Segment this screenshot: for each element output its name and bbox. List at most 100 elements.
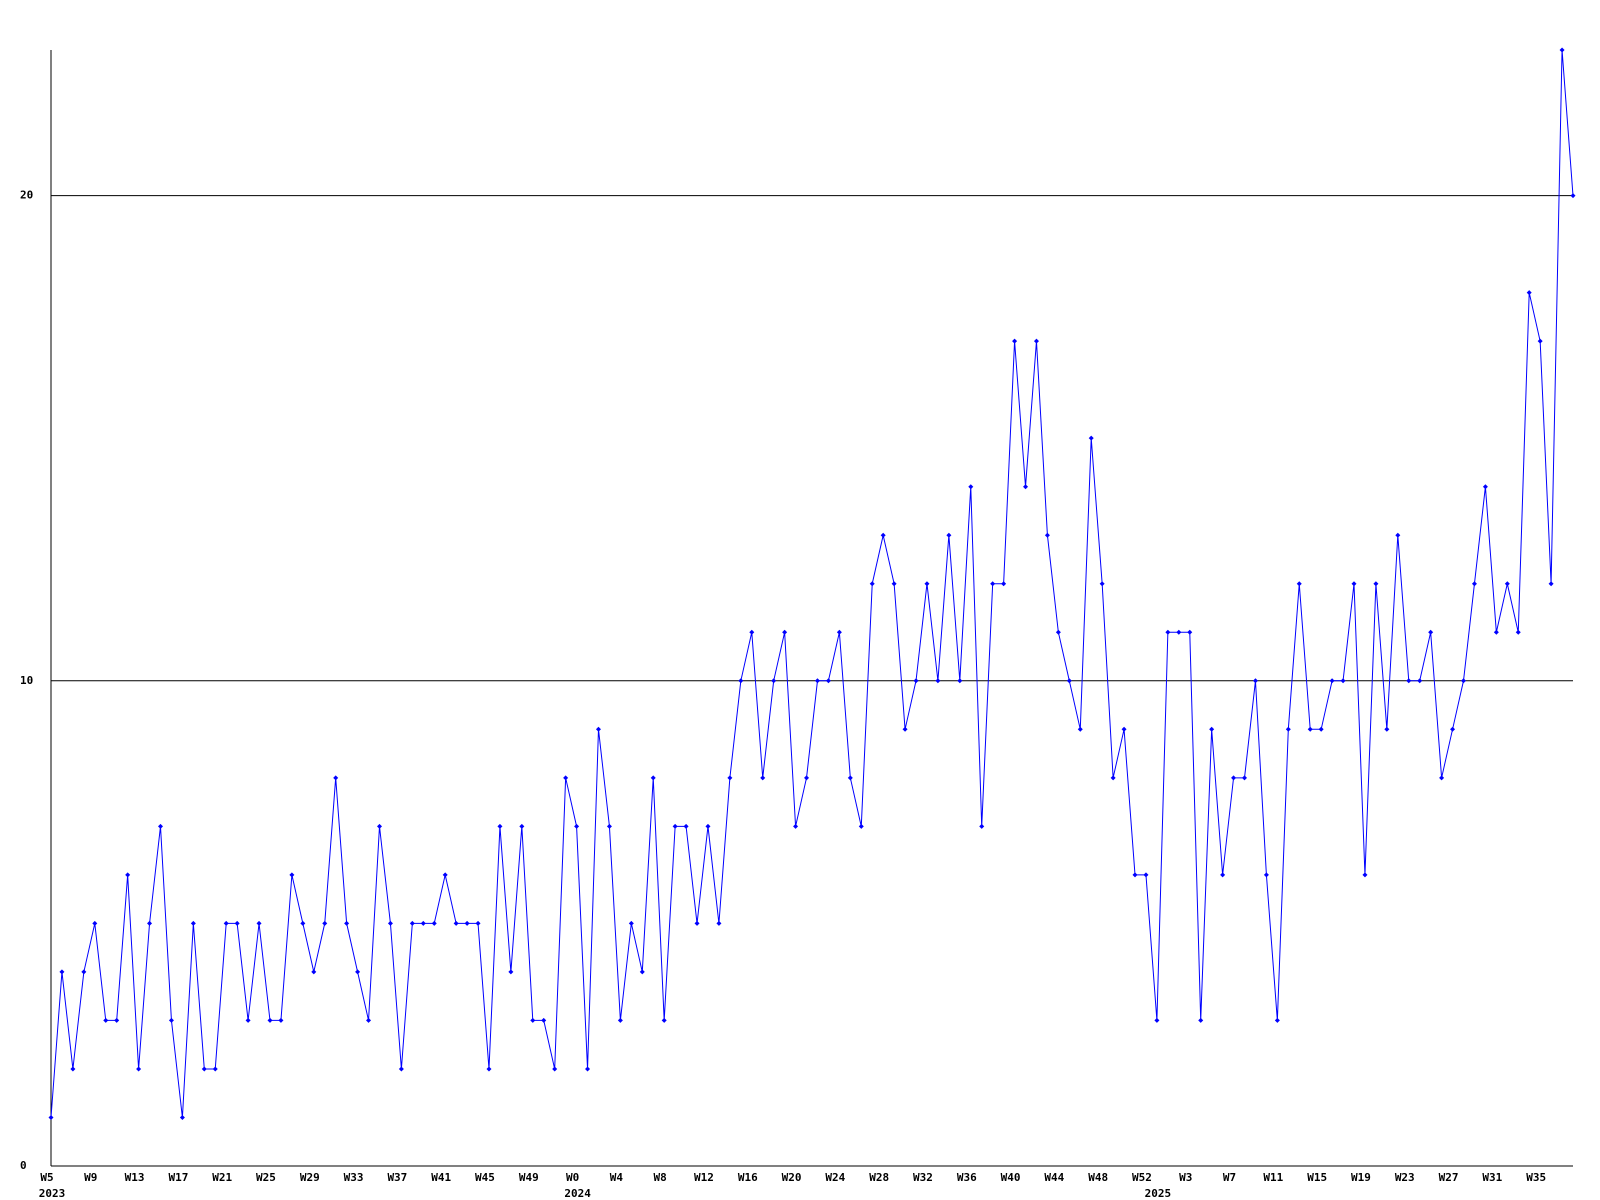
data-point xyxy=(81,969,87,975)
data-point xyxy=(136,1066,142,1072)
data-point xyxy=(541,1017,547,1023)
year-label: 2025 xyxy=(1145,1187,1172,1200)
data-point xyxy=(1471,581,1477,587)
data-point xyxy=(508,969,514,975)
data-point xyxy=(486,1066,492,1072)
data-point xyxy=(1242,775,1248,781)
data-point xyxy=(869,581,875,587)
data-point xyxy=(519,823,525,829)
data-point xyxy=(1439,775,1445,781)
x-tick-label: W45 xyxy=(475,1171,495,1184)
x-tick-label: W37 xyxy=(387,1171,407,1184)
x-tick-label: W36 xyxy=(957,1171,977,1184)
data-point xyxy=(333,775,339,781)
data-point xyxy=(1537,338,1543,344)
data-point xyxy=(1428,629,1434,635)
data-point xyxy=(771,678,777,684)
x-tick-label: W4 xyxy=(610,1171,624,1184)
data-point xyxy=(1110,775,1116,781)
x-tick-label: W29 xyxy=(300,1171,320,1184)
data-point xyxy=(1384,726,1390,732)
data-point xyxy=(1274,1017,1280,1023)
data-point xyxy=(256,920,262,926)
data-point xyxy=(749,629,755,635)
data-point xyxy=(683,823,689,829)
data-point xyxy=(552,1066,558,1072)
data-point xyxy=(59,969,65,975)
data-point xyxy=(836,629,842,635)
x-tick-label: W20 xyxy=(782,1171,802,1184)
data-point xyxy=(114,1017,120,1023)
data-point xyxy=(157,823,163,829)
x-tick-label: W17 xyxy=(168,1171,188,1184)
data-point xyxy=(804,775,810,781)
data-point xyxy=(672,823,678,829)
data-point xyxy=(661,1017,667,1023)
data-point xyxy=(1296,581,1302,587)
data-point xyxy=(125,872,131,878)
data-point xyxy=(574,823,580,829)
x-tick-label: W8 xyxy=(654,1171,667,1184)
data-point xyxy=(738,678,744,684)
data-point xyxy=(1263,872,1269,878)
data-point xyxy=(409,920,415,926)
data-point xyxy=(606,823,612,829)
data-point xyxy=(1220,872,1226,878)
x-tick-label: W49 xyxy=(519,1171,539,1184)
data-point xyxy=(891,581,897,587)
data-point xyxy=(1252,678,1258,684)
data-point xyxy=(1209,726,1215,732)
data-point xyxy=(979,823,985,829)
data-point xyxy=(650,775,656,781)
x-tick-label: W31 xyxy=(1482,1171,1502,1184)
data-point xyxy=(1482,484,1488,490)
data-point xyxy=(1088,435,1094,441)
y-tick-label: 10 xyxy=(20,674,33,687)
data-point xyxy=(990,581,996,587)
x-tick-label: W7 xyxy=(1223,1171,1236,1184)
data-point xyxy=(1340,678,1346,684)
x-tick-label: W5 xyxy=(40,1171,53,1184)
data-point xyxy=(92,920,98,926)
data-point xyxy=(1559,47,1565,53)
data-point xyxy=(1143,872,1149,878)
data-point xyxy=(1526,290,1532,296)
data-point xyxy=(716,920,722,926)
data-point xyxy=(212,1066,218,1072)
x-tick-label: W48 xyxy=(1088,1171,1108,1184)
data-point xyxy=(497,823,503,829)
data-point xyxy=(1121,726,1127,732)
x-tick-label: W41 xyxy=(431,1171,451,1184)
data-point xyxy=(103,1017,109,1023)
data-point xyxy=(267,1017,273,1023)
x-tick-label: W52 xyxy=(1132,1171,1152,1184)
data-point xyxy=(355,969,361,975)
data-point xyxy=(70,1066,76,1072)
data-point xyxy=(530,1017,536,1023)
data-point xyxy=(1395,532,1401,538)
data-point xyxy=(245,1017,251,1023)
data-point xyxy=(1548,581,1554,587)
x-tick-label: W33 xyxy=(344,1171,364,1184)
data-point xyxy=(1023,484,1029,490)
data-point xyxy=(453,920,459,926)
data-point xyxy=(913,678,919,684)
data-point xyxy=(1570,193,1576,199)
x-tick-label: W23 xyxy=(1395,1171,1415,1184)
data-point xyxy=(1406,678,1412,684)
data-point xyxy=(48,1114,54,1120)
data-point xyxy=(1285,726,1291,732)
year-label: 2023 xyxy=(39,1187,66,1200)
data-point xyxy=(902,726,908,732)
data-point xyxy=(1450,726,1456,732)
data-point xyxy=(880,532,886,538)
data-point xyxy=(814,678,820,684)
data-point xyxy=(595,726,601,732)
data-point xyxy=(793,823,799,829)
data-point xyxy=(628,920,634,926)
data-point xyxy=(300,920,306,926)
x-tick-label: W16 xyxy=(738,1171,758,1184)
data-point xyxy=(1012,338,1018,344)
data-point xyxy=(1001,581,1007,587)
data-point xyxy=(387,920,393,926)
